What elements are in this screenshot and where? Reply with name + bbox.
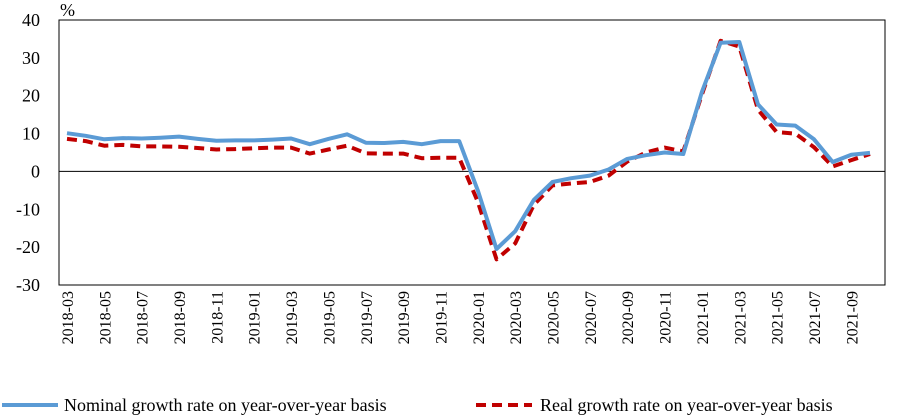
x-tick-label: 2020-05	[546, 291, 563, 344]
x-tick-label: 2021-07	[807, 291, 824, 344]
plot-area	[58, 19, 886, 286]
y-axis-unit-label: %	[60, 0, 75, 20]
x-tick-label: 2019-05	[321, 291, 338, 344]
x-tick-label: 2018-03	[60, 291, 77, 344]
x-tick-label: 2018-05	[97, 291, 114, 344]
y-tick-label: 0	[31, 161, 40, 181]
x-tick-label: 2019-01	[247, 291, 264, 344]
y-tick-label: 20	[22, 86, 40, 106]
x-tick-label: 2021-05	[770, 291, 787, 344]
x-tick-label: 2019-03	[284, 291, 301, 344]
y-tick-label: -30	[16, 275, 40, 295]
x-tick-label: 2019-11	[433, 291, 450, 344]
series-layer	[66, 38, 871, 262]
x-tick-label: 2021-01	[695, 291, 712, 344]
x-tick-label: 2018-07	[135, 291, 152, 344]
x-tick-label: 2018-09	[172, 291, 189, 344]
y-axis-ticks: 40 30 20 10 0 -10 -20 -30	[16, 10, 40, 295]
x-tick-label: 2020-03	[508, 291, 525, 344]
x-tick-label: 2020-07	[583, 291, 600, 344]
x-tick-label: 2019-07	[359, 291, 376, 344]
x-tick-label: 2020-01	[471, 291, 488, 344]
x-tick-label: 2020-11	[658, 291, 675, 344]
legend: Nominal growth rate on year-over-year ba…	[2, 395, 833, 415]
y-tick-label: 10	[22, 124, 40, 144]
x-tick-label: 2021-03	[732, 291, 749, 344]
x-tick-label: 2019-09	[396, 291, 413, 344]
x-tick-label: 2018-11	[209, 291, 226, 344]
series-line-real	[66, 38, 871, 262]
x-axis-ticks: 2018-03 2018-05 2018-07 2018-09 2018-11 2019-…	[60, 291, 861, 344]
x-tick-label: 2020-09	[620, 291, 637, 344]
y-tick-label: 40	[22, 10, 40, 30]
legend-label-real: Real growth rate on year-over-year basis	[540, 395, 833, 415]
y-tick-label: 30	[22, 48, 40, 68]
y-tick-label: -10	[16, 199, 40, 219]
y-tick-label: -20	[16, 237, 40, 257]
series-line-nominal	[66, 40, 871, 251]
legend-label-nominal: Nominal growth rate on year-over-year ba…	[64, 395, 387, 415]
x-tick-label: 2021-09	[844, 291, 861, 344]
